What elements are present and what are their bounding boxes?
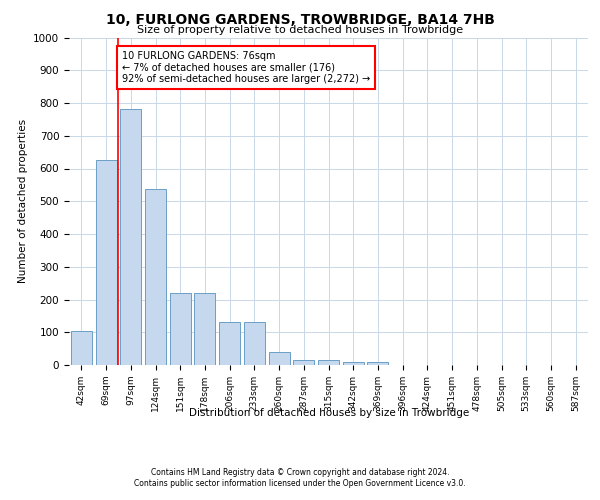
Bar bbox=[71, 332, 92, 365]
Bar bbox=[120, 108, 141, 365]
Bar bbox=[318, 360, 339, 365]
Bar bbox=[269, 352, 290, 365]
Text: 10 FURLONG GARDENS: 76sqm
← 7% of detached houses are smaller (176)
92% of semi-: 10 FURLONG GARDENS: 76sqm ← 7% of detach… bbox=[122, 50, 370, 84]
Bar bbox=[95, 160, 116, 365]
Bar bbox=[343, 362, 364, 365]
Text: Contains HM Land Registry data © Crown copyright and database right 2024.
Contai: Contains HM Land Registry data © Crown c… bbox=[134, 468, 466, 487]
Bar bbox=[194, 293, 215, 365]
Bar bbox=[170, 293, 191, 365]
Bar bbox=[219, 322, 240, 365]
Text: Distribution of detached houses by size in Trowbridge: Distribution of detached houses by size … bbox=[188, 408, 469, 418]
Y-axis label: Number of detached properties: Number of detached properties bbox=[17, 119, 28, 284]
Bar bbox=[244, 322, 265, 365]
Bar bbox=[145, 189, 166, 365]
Bar bbox=[367, 362, 388, 365]
Text: Size of property relative to detached houses in Trowbridge: Size of property relative to detached ho… bbox=[137, 25, 463, 35]
Bar bbox=[293, 360, 314, 365]
Text: 10, FURLONG GARDENS, TROWBRIDGE, BA14 7HB: 10, FURLONG GARDENS, TROWBRIDGE, BA14 7H… bbox=[106, 12, 494, 26]
